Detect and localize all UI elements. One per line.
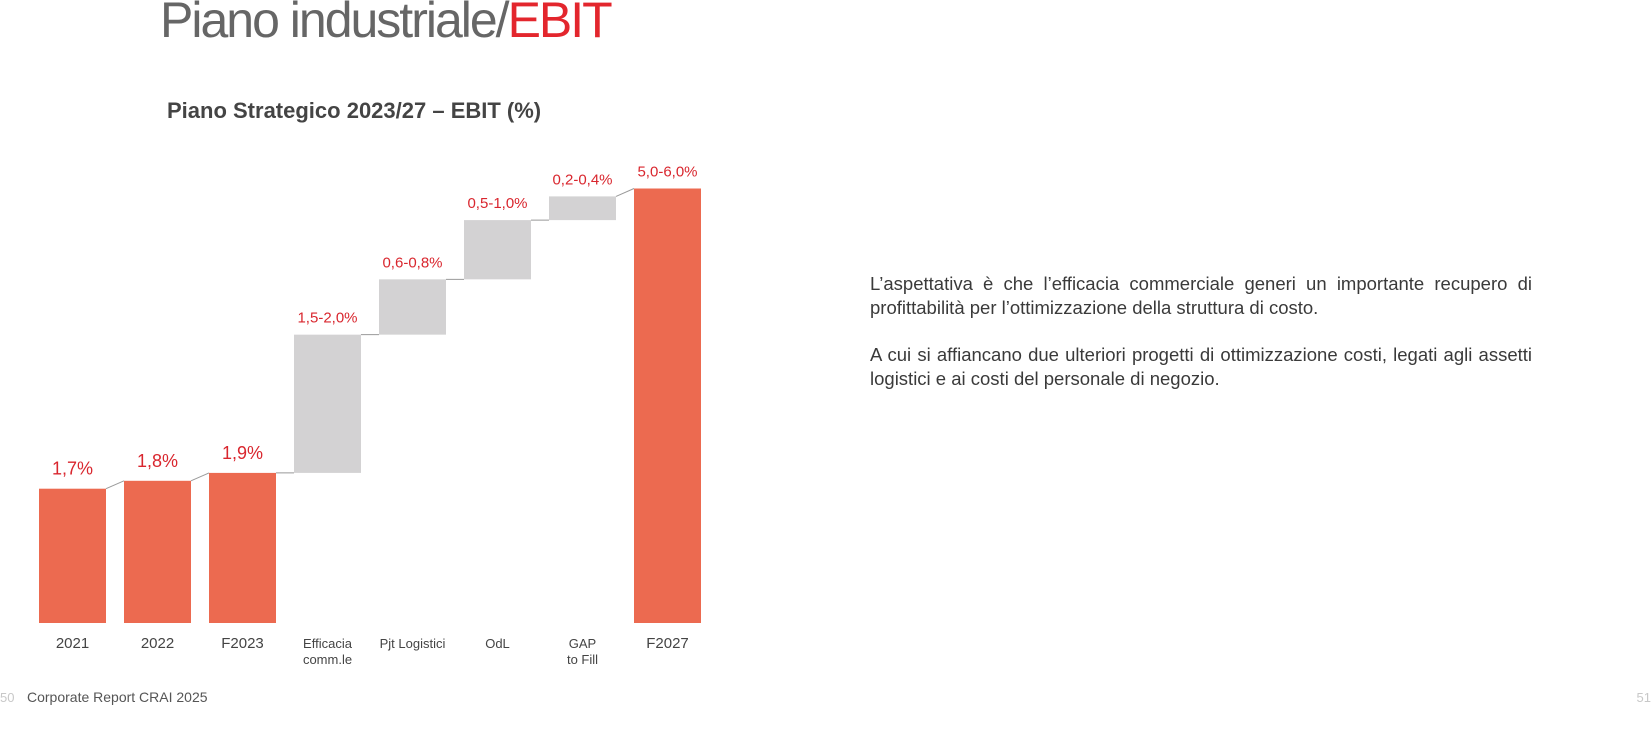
x-tick-label: to Fill: [567, 652, 598, 667]
bar: [549, 196, 616, 221]
x-tick-label: 2021: [56, 635, 89, 652]
connector: [615, 188, 635, 197]
page-title: Piano industriale/EBIT: [160, 0, 612, 48]
value-label: 1,5-2,0%: [297, 310, 357, 327]
x-tick-label: Pjt Logistici: [380, 636, 446, 651]
value-label: 1,9%: [222, 443, 263, 463]
bar: [39, 488, 106, 623]
paragraph: A cui si affiancano due ulteriori proget…: [870, 344, 1532, 389]
page-number: 51: [1637, 690, 1651, 705]
bar: [464, 220, 531, 280]
connector: [190, 472, 210, 482]
value-label: 0,2-0,4%: [552, 171, 612, 188]
x-tick-label: GAP: [569, 636, 596, 651]
x-tick-label: comm.le: [303, 652, 352, 667]
value-label: 1,8%: [137, 451, 178, 471]
bar: [294, 334, 361, 473]
x-tick-label: Efficacia: [303, 636, 353, 651]
value-label: 1,7%: [52, 459, 93, 479]
footer-text: Corporate Report CRAI 2025: [27, 689, 208, 705]
title-accent: EBIT: [508, 0, 613, 48]
x-tick-label: OdL: [485, 636, 510, 651]
x-tick-label: 2022: [141, 635, 174, 652]
bar: [379, 279, 446, 335]
connector: [105, 480, 125, 490]
paragraph: L’aspettativa è che l’efficacia commerci…: [870, 273, 1532, 318]
chart-title: Piano Strategico 2023/27 – EBIT (%): [167, 98, 541, 123]
title-main: Piano industriale/: [160, 0, 510, 48]
bar: [634, 188, 701, 623]
bar: [209, 472, 276, 623]
x-tick-label: F2023: [221, 635, 264, 652]
page-number: 50: [0, 690, 14, 705]
bar: [124, 480, 191, 623]
value-label: 0,6-0,8%: [382, 254, 442, 271]
value-label: 5,0-6,0%: [637, 164, 697, 181]
x-tick-label: F2027: [646, 635, 689, 652]
value-label: 0,5-1,0%: [467, 195, 527, 212]
